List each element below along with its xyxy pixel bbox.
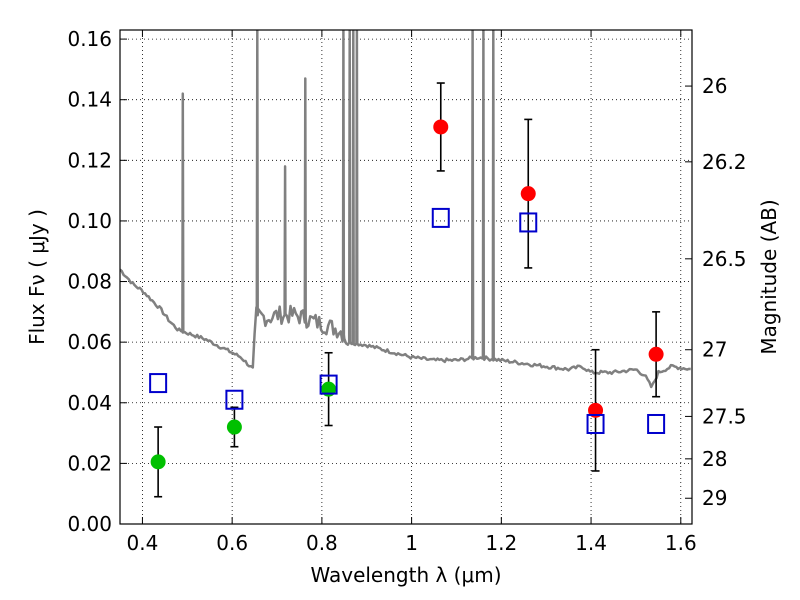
y-tick-label: 0.02 <box>67 451 112 475</box>
model-photometry-point <box>149 373 168 394</box>
data-points <box>149 82 666 498</box>
observed-point <box>226 419 242 435</box>
x-tick-label: 0.6 <box>216 531 248 555</box>
model-spectrum <box>120 30 691 389</box>
observed-point <box>520 186 536 202</box>
y-tick-label: 0.06 <box>67 330 112 354</box>
mag-tick-label: 26.5 <box>702 247 747 271</box>
mag-tick-label: 29 <box>702 486 727 510</box>
mag-tick-label: 26.2 <box>702 150 747 174</box>
mag-tick-label: 28 <box>702 447 727 471</box>
x-tick-label: 1.4 <box>575 531 607 555</box>
x-tick-label: 1.2 <box>485 531 517 555</box>
plot-frame <box>119 29 693 525</box>
mag-tick-label: 26 <box>702 74 727 98</box>
grid <box>120 30 692 525</box>
y-tick-label: 0.04 <box>67 391 112 415</box>
y-tick-label: 0.08 <box>67 270 112 294</box>
y2-axis-label: Magnitude (AB) <box>757 199 781 354</box>
y-axis-label: Flux Fν ( μJy ) <box>25 209 49 345</box>
observed-point <box>648 346 664 362</box>
mag-tick-label: 27 <box>702 338 727 362</box>
y-tick-label: 0.10 <box>67 209 112 233</box>
x-axis-label: Wavelength λ (μm) <box>310 563 501 587</box>
y-tick-label: 0.00 <box>67 512 112 536</box>
axes: 0.4 0.6 0.8 1 1.2 1.4 1.6 0.00 0.02 0.04 0.06 0.08 0… <box>67 27 746 555</box>
model-photometry-point <box>319 374 338 395</box>
model-photometry-point <box>519 212 538 233</box>
model-photometry-point <box>225 389 244 410</box>
y-tick-label: 0.16 <box>67 27 112 51</box>
model-spectrum-line <box>120 30 691 389</box>
y-tick-label: 0.12 <box>67 148 112 172</box>
model-photometry-point <box>431 207 450 228</box>
x-tick-label: 0.4 <box>127 531 159 555</box>
x-tick-label: 1.6 <box>665 531 697 555</box>
observed-point <box>433 119 449 135</box>
svg-text:Flux Fν ( μJy ): Flux Fν ( μJy ) <box>25 209 49 345</box>
model-photometry-point <box>586 413 605 434</box>
x-tick-label: 1 <box>405 531 418 555</box>
model-photometry-point <box>647 413 666 434</box>
observed-point <box>150 454 166 470</box>
x-tick-label: 0.8 <box>306 531 338 555</box>
mag-tick-label: 27.5 <box>702 404 747 428</box>
y-tick-label: 0.14 <box>67 88 112 112</box>
